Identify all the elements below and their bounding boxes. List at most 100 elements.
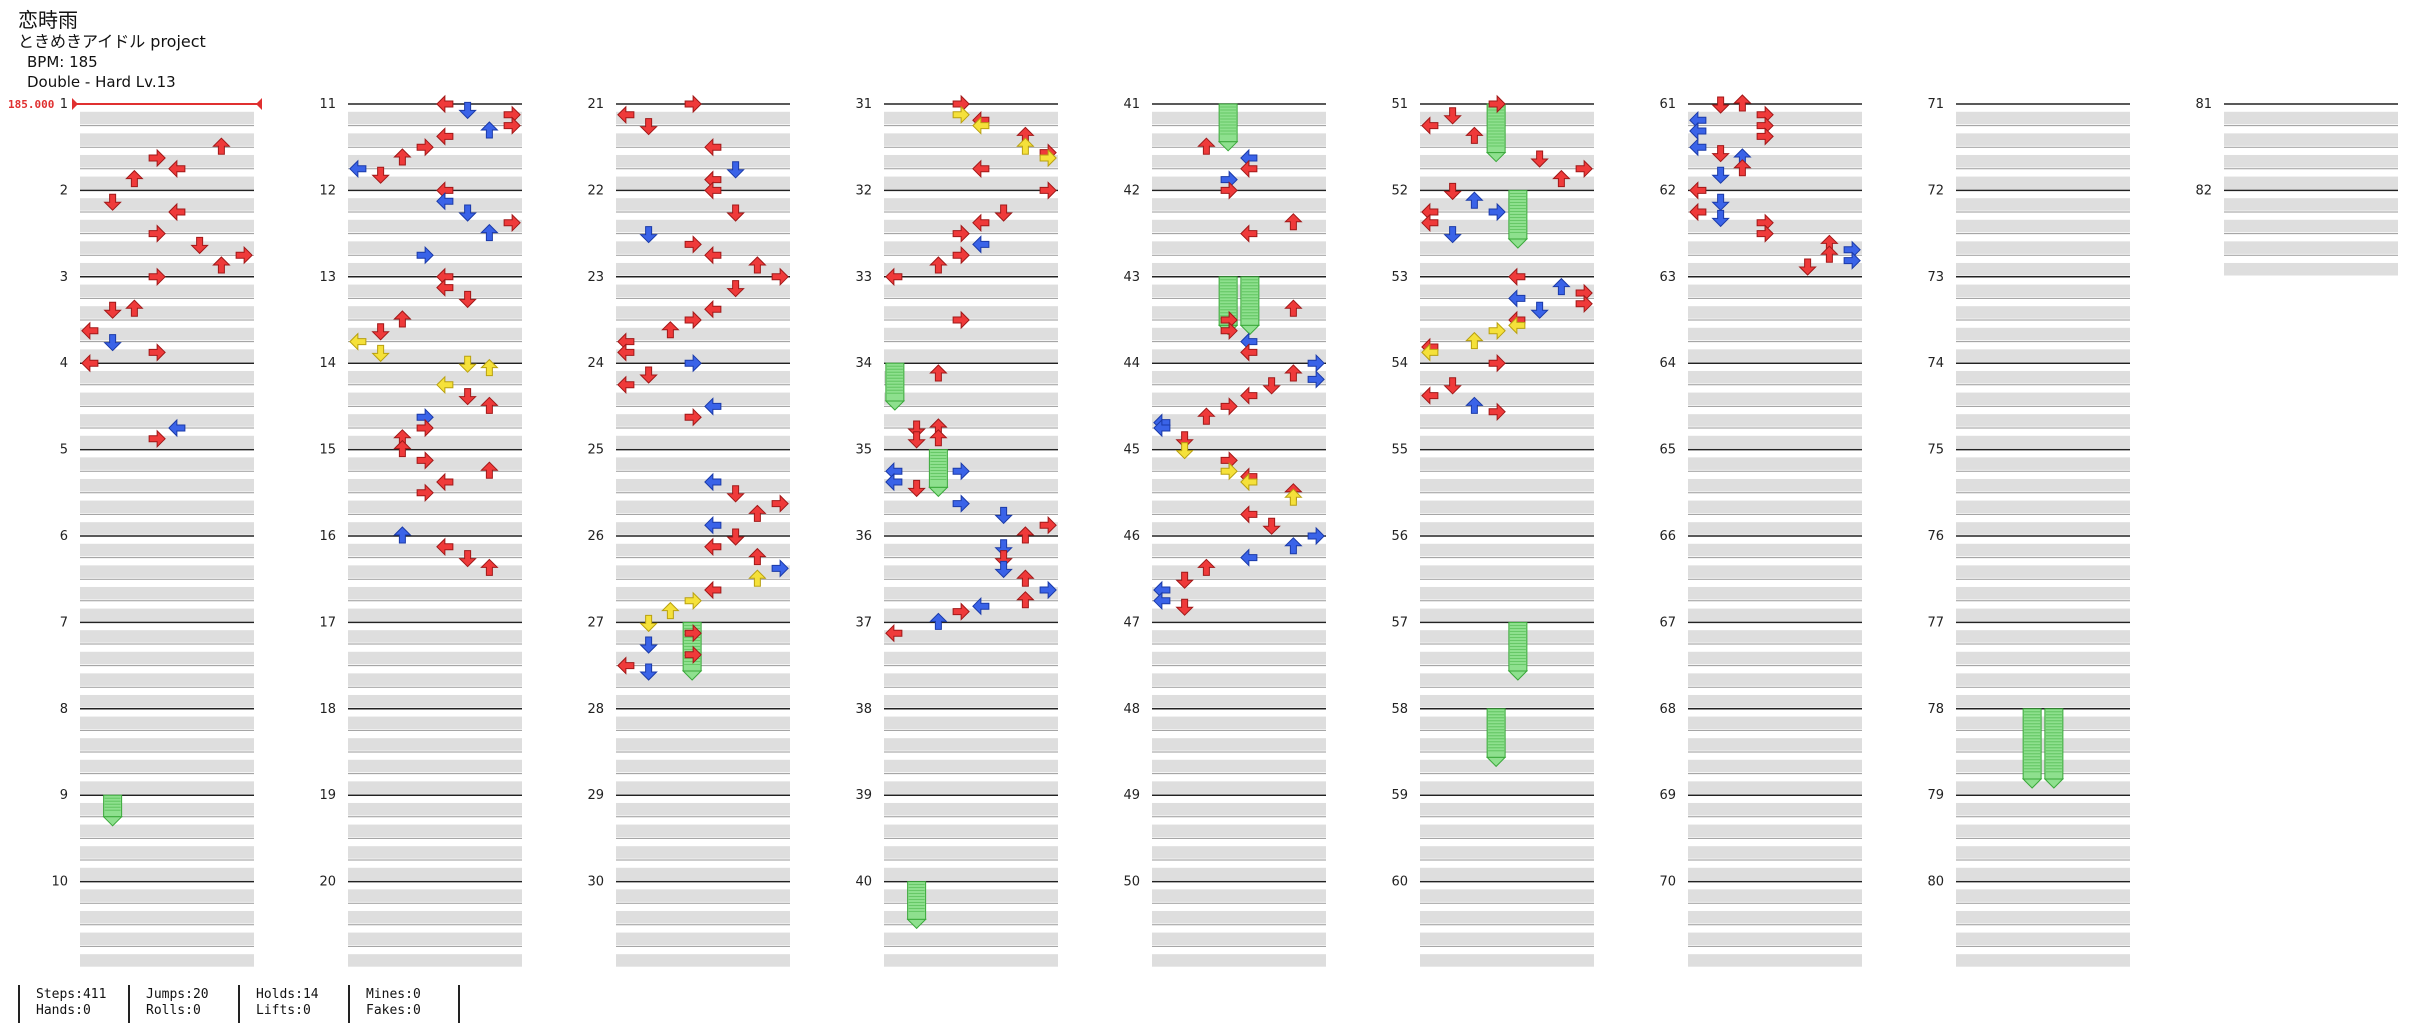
left-arrow-icon [617,105,635,125]
beat-shade [1420,349,1594,362]
measure-number: 49 [1123,788,1140,803]
up-arrow-icon [1465,331,1484,350]
measure-53: 53 [1391,270,1594,362]
measure-72: 72 [1927,183,2130,276]
beat-shade [1688,349,1862,362]
beat-shade [348,111,522,125]
left-arrow-icon [436,375,454,395]
left-arrow-icon [1421,343,1439,362]
beat-shade [348,824,522,838]
measure-18: 18 [319,702,522,794]
measure-49: 49 [1123,788,1326,881]
beat-shade [348,543,522,557]
right-arrow-icon [952,461,970,481]
beat-shade [1956,327,2130,341]
measure-number: 74 [1927,356,1944,371]
beat-shade [348,306,522,319]
measure-number: 48 [1123,702,1140,717]
measure-number: 31 [855,97,872,112]
right-arrow-icon [771,494,789,513]
beat-shade [1420,651,1594,665]
down-arrow-icon [1711,166,1730,184]
beat-shade [616,370,790,384]
left-arrow-icon [972,116,990,135]
measure-number: 24 [587,356,604,371]
beat-shade [1420,327,1594,341]
left-arrow-icon [81,353,99,373]
measure-number: 34 [855,356,872,371]
measure-number: 27 [587,615,604,630]
measure-number: 76 [1927,529,1944,544]
beat-shade [80,306,254,319]
beat-shade [1688,889,1862,902]
beat-shade [1152,802,1326,816]
beat-shade [884,349,1058,362]
down-arrow-icon [190,236,209,255]
measure-number: 3 [60,270,68,285]
up-arrow-icon [748,504,767,522]
right-arrow-icon [148,267,166,287]
right-arrow-icon [148,224,166,243]
stat-value: Fakes:0 [366,1003,421,1018]
beat-shade [1688,630,1862,643]
beat-shade [616,910,790,924]
beat-shade [1688,111,1862,125]
left-arrow-icon [436,94,454,114]
beat-shade [1420,500,1594,514]
hold-note [1239,276,1261,336]
stat-value: Jumps:20 [146,987,209,1002]
measure-16: 16 [319,529,522,622]
beat-shade [884,846,1058,859]
measure-number: 58 [1391,702,1408,717]
beat-shade [616,802,790,816]
beat-shade [80,954,254,967]
beat-shade [80,111,254,125]
left-arrow-icon [704,515,722,535]
hold-note [1485,103,1507,163]
beat-shade [1956,457,2130,470]
beat-shade [1420,565,1594,578]
beat-shade [1956,716,2130,730]
beat-shade [884,954,1058,967]
beat-shade [1688,327,1862,341]
beat-shade [1956,543,2130,557]
beat-shade [1152,241,1326,254]
left-arrow-icon [436,537,454,557]
beat-shade [1420,889,1594,902]
right-arrow-icon [1756,213,1774,233]
beat-shade [1152,133,1326,146]
beat-shade [1152,954,1326,967]
beat-shade [1420,932,1594,946]
beat-shade [884,262,1058,276]
beat-shade [1152,694,1326,708]
down-arrow-icon [639,636,658,654]
right-arrow-icon [1756,224,1774,243]
measure-29: 29 [587,788,790,881]
down-arrow-icon [371,344,390,363]
right-arrow-icon [1756,127,1774,146]
measure-number: 67 [1659,615,1676,630]
right-arrow-icon [416,483,434,503]
measure-9: 9 [60,788,254,881]
beat-shade [80,262,254,276]
beat-shade [616,651,790,665]
down-arrow-icon [994,539,1013,557]
beat-shade [1420,716,1594,730]
down-arrow-icon [639,663,658,681]
up-arrow-icon [480,358,499,377]
measure-19: 19 [319,788,522,881]
beat-shade [1152,349,1326,362]
measure-number: 19 [319,788,336,803]
left-arrow-icon [349,332,367,351]
beat-shade [1956,133,2130,146]
measure-number: 41 [1123,97,1140,112]
measure-4: 4 [60,356,254,449]
down-arrow-icon [458,290,477,309]
beat-shade [884,781,1058,794]
down-arrow-icon [1262,377,1281,395]
up-arrow-icon [929,256,948,274]
beat-shade [1956,846,2130,859]
beat-shade [2224,111,2398,125]
beat-shade [884,759,1058,773]
